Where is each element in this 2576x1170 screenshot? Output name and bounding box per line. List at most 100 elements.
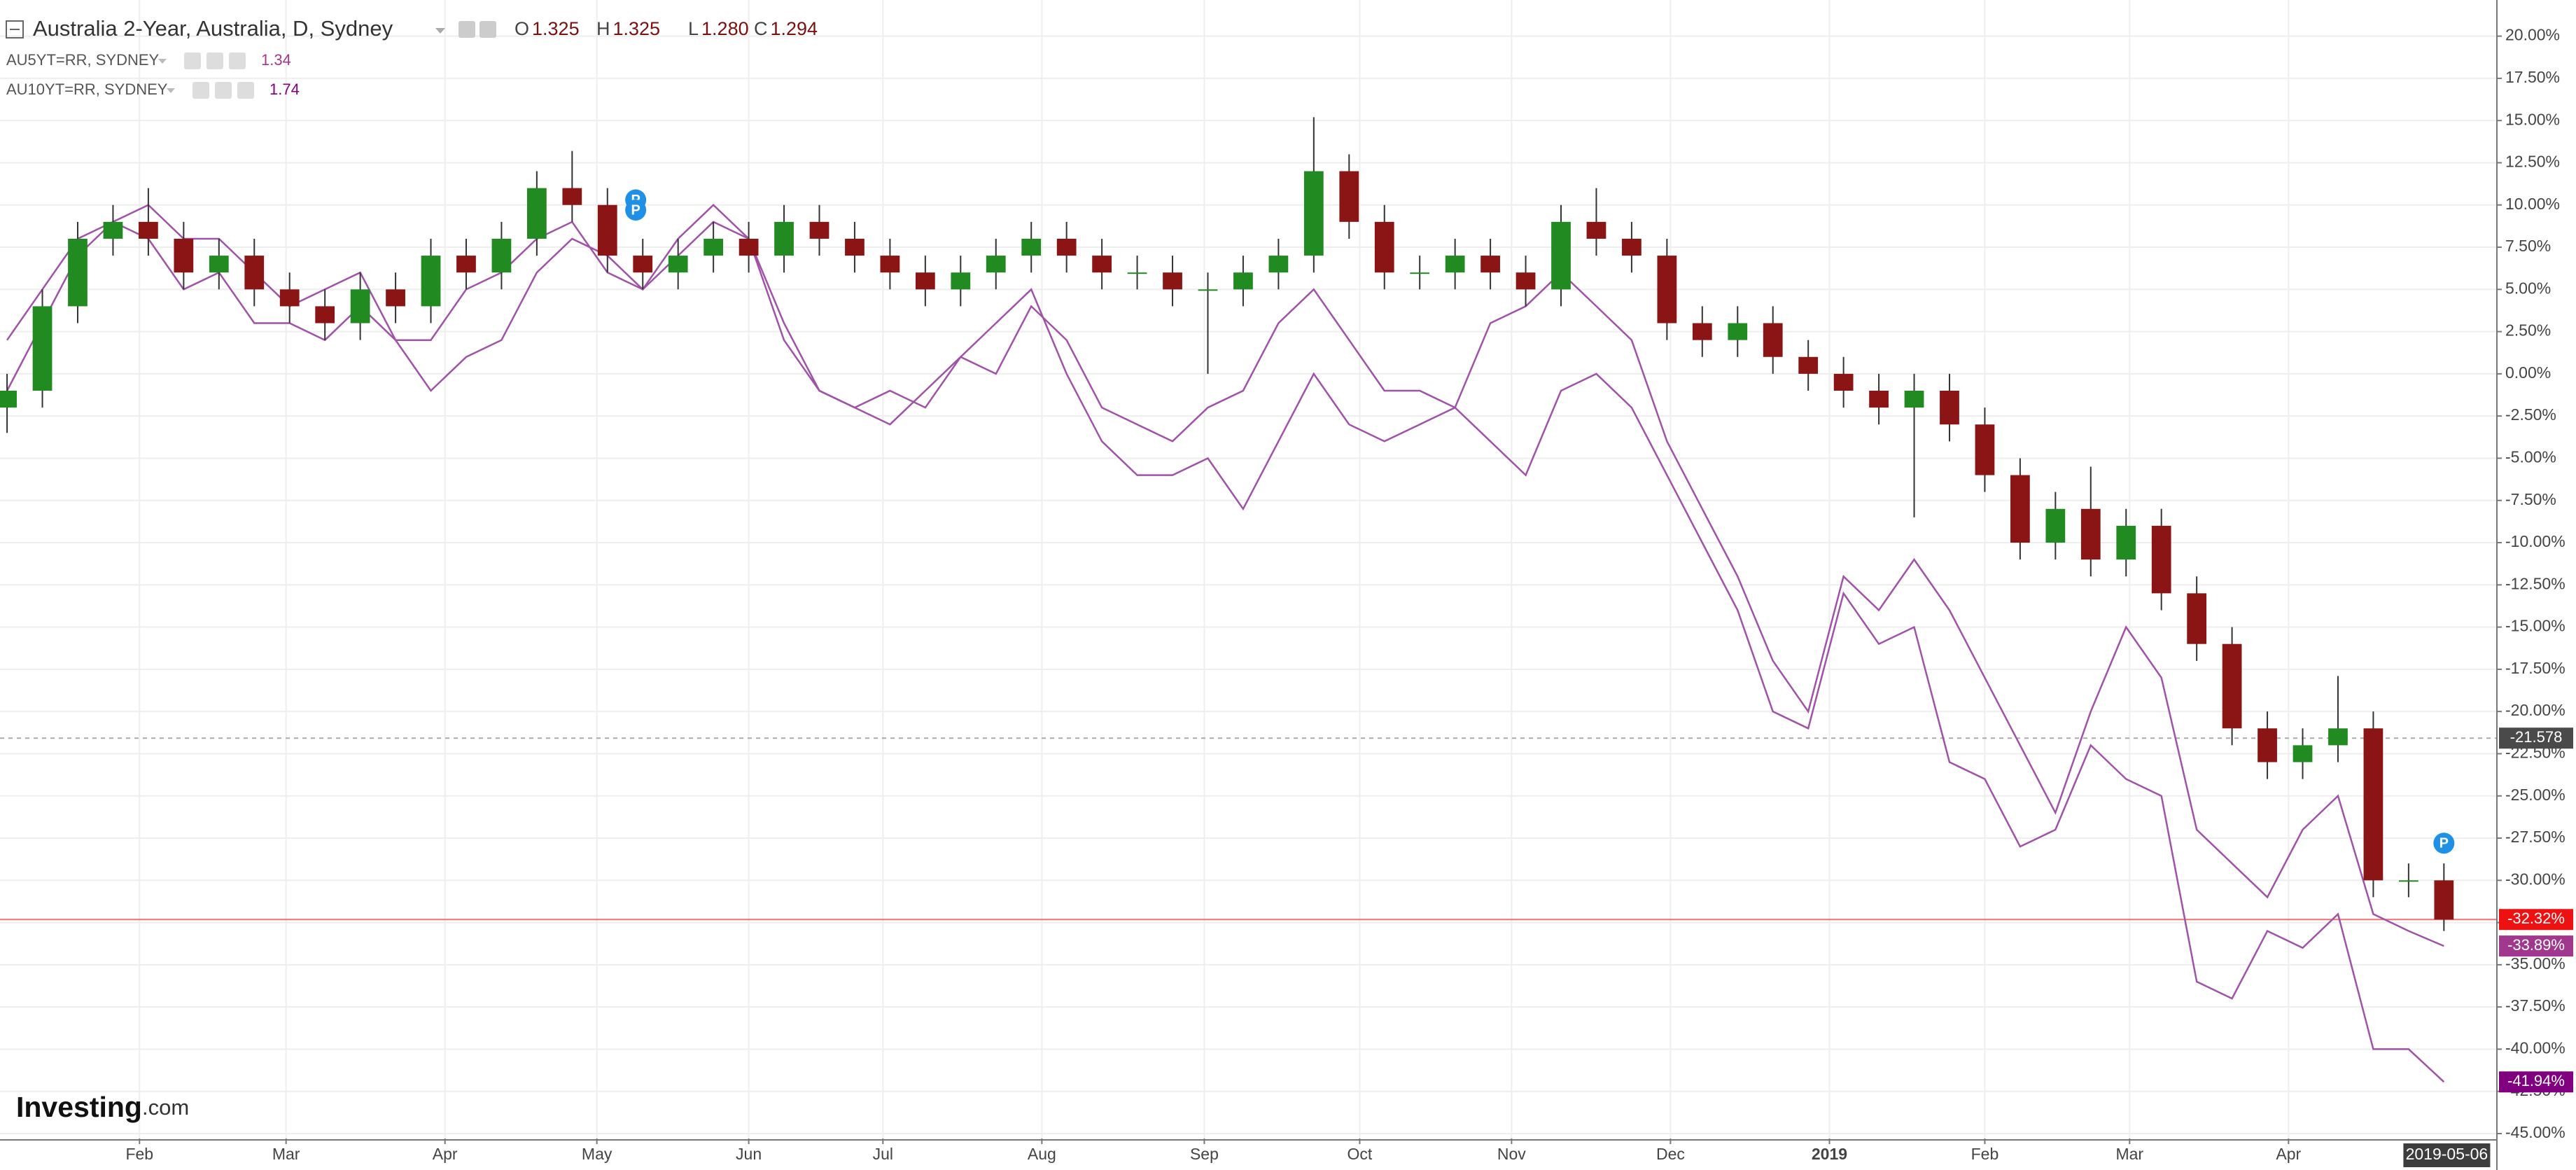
candle-body <box>880 256 900 273</box>
collapse-icon[interactable] <box>6 20 24 39</box>
candle-body <box>986 256 1006 273</box>
chart-title: Australia 2-Year, Australia, D, Sydney <box>33 16 393 41</box>
x-tick-label: Nov <box>1497 1145 1526 1163</box>
y-tick-label: 17.50% <box>2505 68 2560 86</box>
x-tick-label: Jul <box>873 1145 893 1163</box>
legend-icon[interactable] <box>192 82 209 99</box>
y-tick-label: -17.50% <box>2505 659 2566 677</box>
ohlc-value: 1.280 <box>701 18 749 39</box>
candle-body <box>633 256 653 273</box>
candle-body <box>2116 525 2136 560</box>
candle-body <box>1975 424 1995 475</box>
legend-name: AU10YT=RR, SYDNEY <box>6 81 168 98</box>
candle-body <box>68 238 88 307</box>
candle-body <box>1833 373 1854 391</box>
candle-body <box>1374 221 1394 273</box>
candle-body <box>2080 508 2101 560</box>
brand-name: Investing <box>16 1091 142 1123</box>
candle-body <box>244 256 265 290</box>
candle-body <box>32 306 52 391</box>
dropdown-arrow[interactable] <box>158 59 167 64</box>
candle-body <box>2010 475 2030 543</box>
x-tick-label: Aug <box>1028 1145 1056 1163</box>
dropdown-arrow[interactable] <box>167 88 175 93</box>
x-tick-label: Mar <box>272 1145 300 1163</box>
candle-body <box>0 390 17 408</box>
y-tick-label: -45.00% <box>2505 1123 2566 1141</box>
y-tick-label: 15.00% <box>2505 110 2560 128</box>
y-tick-label: 2.50% <box>2505 321 2551 340</box>
settings-icon[interactable] <box>479 21 496 38</box>
event-label: P <box>631 202 640 218</box>
candle-body <box>2222 643 2242 729</box>
y-tick-label: -27.50% <box>2505 828 2566 846</box>
y-tick-label: 20.00% <box>2505 26 2560 44</box>
candle-body <box>1021 238 1042 256</box>
candle-body <box>2151 525 2171 594</box>
ohlc-item: L 1.280 <box>688 18 749 39</box>
y-tick-label: -40.00% <box>2505 1039 2566 1057</box>
candle-body <box>2258 728 2277 762</box>
candle-body <box>2434 880 2454 920</box>
y-tick-label: 0.00% <box>2505 363 2551 382</box>
legend-name: AU5YT=RR, SYDNEY <box>6 51 160 69</box>
candle-body <box>421 256 441 307</box>
candle-body <box>1763 323 1783 357</box>
y-tick-label: -20.00% <box>2505 701 2566 719</box>
candle-body <box>1692 323 1712 340</box>
y-tick-label: -10.00% <box>2505 532 2566 550</box>
price-tag-label: -21.578 <box>2510 728 2563 746</box>
candle-body <box>774 221 794 256</box>
price-tag-label: -32.32% <box>2507 910 2565 927</box>
comparison-line <box>6 203 2445 1083</box>
y-tick-label: -5.00% <box>2505 448 2556 466</box>
legend-icon[interactable] <box>215 82 232 99</box>
y-tick-label: -12.50% <box>2505 574 2566 592</box>
candle-body <box>456 256 476 273</box>
candle-body <box>1657 256 1677 323</box>
candle-body <box>1445 256 1465 273</box>
candle-body <box>809 221 830 239</box>
event-marker[interactable] <box>625 199 647 221</box>
x-tick-label: Sep <box>1190 1145 1219 1163</box>
brand-logo: Investing.com <box>16 1091 189 1123</box>
x-tick-label: Apr <box>2276 1145 2301 1163</box>
candle-body <box>315 306 335 323</box>
comparison-line <box>6 221 2444 947</box>
x-tick-label: Oct <box>1348 1145 1373 1163</box>
ohlc-value: 1.294 <box>771 18 818 39</box>
y-tick-label: 10.00% <box>2505 195 2560 213</box>
candle-body <box>845 238 864 256</box>
event-marker[interactable] <box>2433 833 2455 854</box>
candle-body <box>1410 272 1430 274</box>
price-tag <box>2499 909 2573 931</box>
candle-body <box>2187 593 2207 644</box>
price-tag <box>2499 727 2573 749</box>
candle-body <box>174 238 194 273</box>
legend-icon[interactable] <box>206 53 223 69</box>
settings-icon[interactable] <box>458 21 475 38</box>
legend-icon[interactable] <box>184 53 201 69</box>
candle-body <box>2045 508 2066 543</box>
legend-icon[interactable] <box>229 53 246 69</box>
candle-body <box>562 188 582 205</box>
candle-body <box>1586 221 1606 239</box>
legend-last-price: 1.74 <box>270 81 300 98</box>
plot: PPP <box>0 117 2455 1083</box>
candle-body <box>2328 728 2348 746</box>
price-tag <box>2499 935 2573 957</box>
candle-body <box>1516 272 1536 290</box>
grid <box>0 0 2497 1138</box>
legend-icon[interactable] <box>237 82 254 99</box>
ohlc-key: L <box>688 18 699 39</box>
ohlc-key: C <box>754 18 768 39</box>
x-tick-label: May <box>582 1145 612 1163</box>
candle-body <box>1904 390 1924 408</box>
candle-body <box>527 188 547 239</box>
current-date-box <box>2403 1143 2491 1167</box>
dropdown-arrow[interactable] <box>435 28 445 34</box>
candle-body <box>139 221 158 239</box>
candle-body <box>1728 323 1748 340</box>
candle-body <box>209 256 229 273</box>
